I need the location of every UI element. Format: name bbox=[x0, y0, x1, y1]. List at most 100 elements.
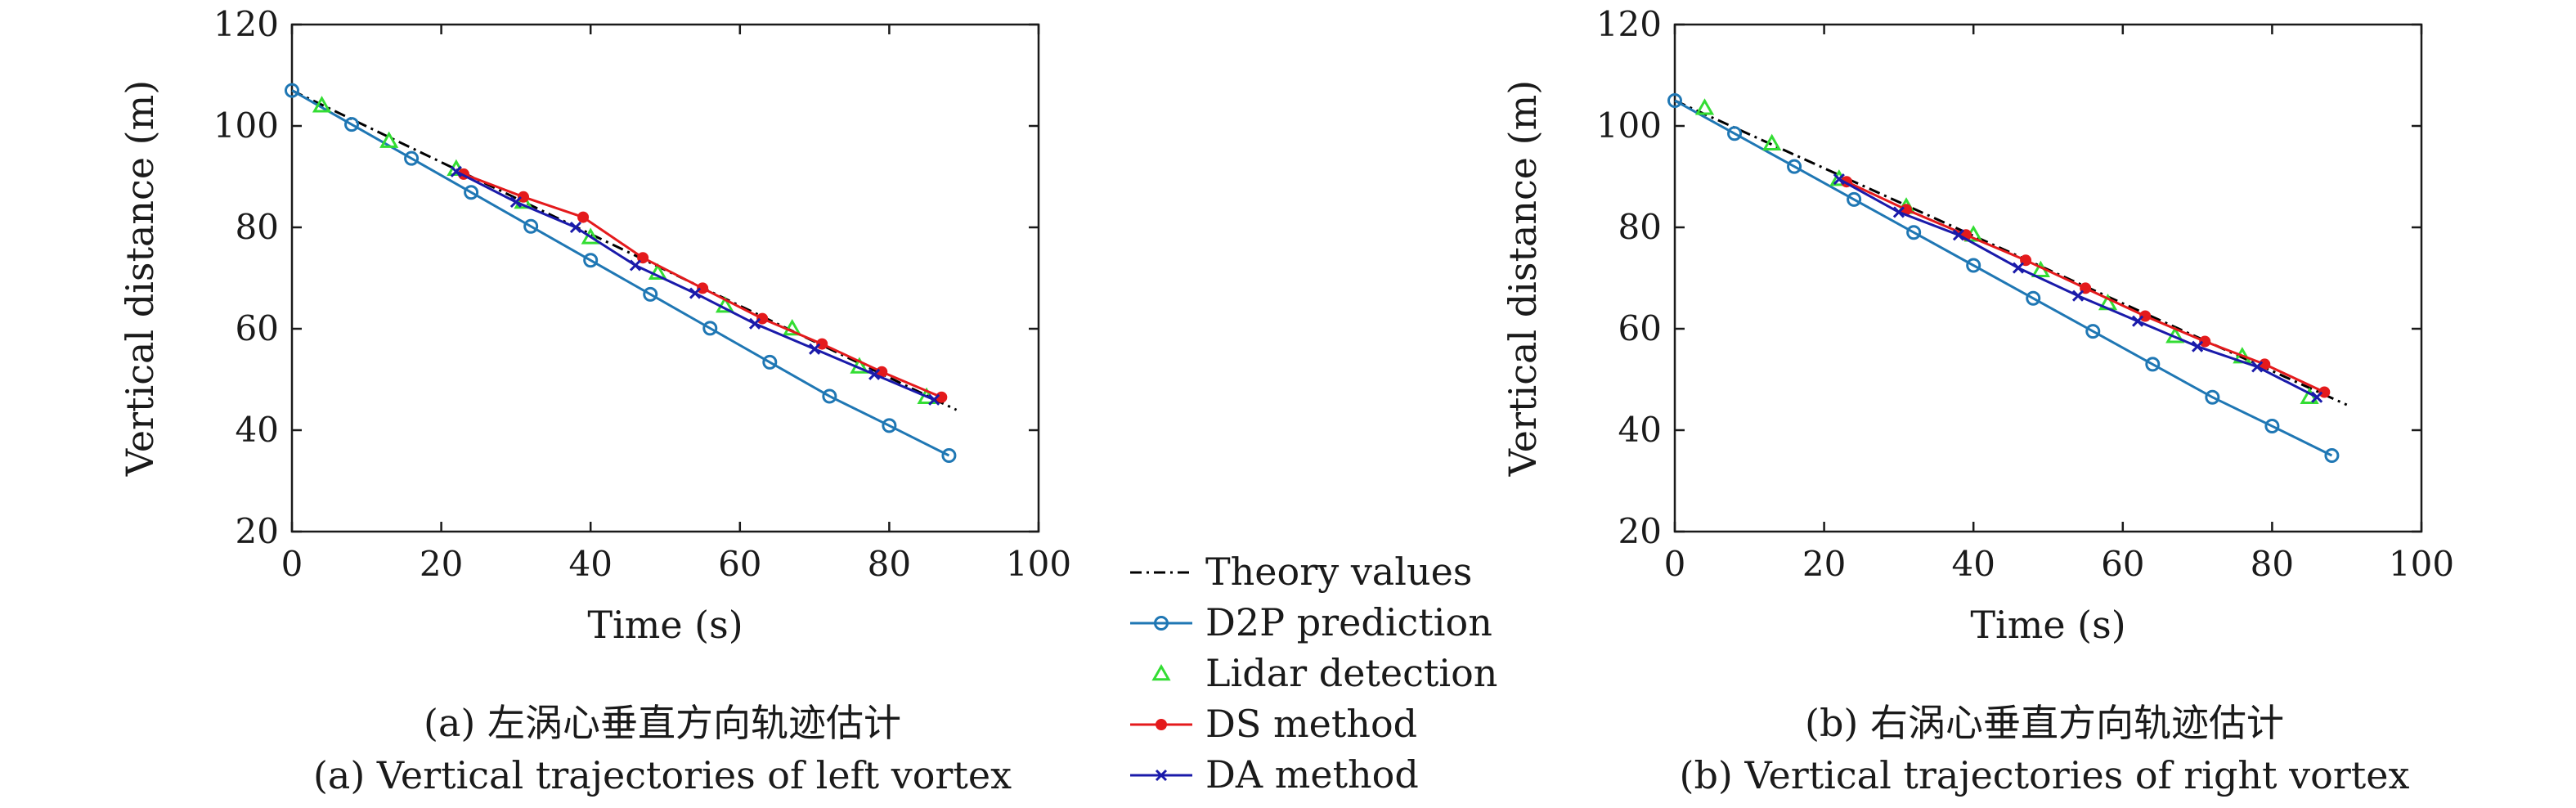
data-point-da-method bbox=[1833, 173, 1845, 186]
y-tick-label: 100 bbox=[1596, 105, 1662, 146]
data-point-d2p-prediction bbox=[941, 448, 957, 463]
legend-entry-da-method: DA method bbox=[1130, 752, 1419, 797]
data-point-d2p-prediction bbox=[1787, 159, 1802, 174]
data-point-d2p-prediction bbox=[2145, 357, 2161, 372]
legend-swatch-marker bbox=[1155, 769, 1168, 782]
caption-a-cn: (a) 左涡心垂直方向轨迹估计 bbox=[424, 701, 901, 745]
data-point-da-method bbox=[2071, 290, 2085, 302]
data-point-d2p-prediction bbox=[2324, 448, 2340, 463]
data-point-da-method bbox=[629, 259, 642, 272]
data-point-d2p-prediction bbox=[285, 83, 299, 98]
legend-swatch-marker bbox=[1156, 719, 1167, 730]
y-axis-title: Vertical distance (m) bbox=[118, 80, 162, 477]
series-line-theory-values bbox=[291, 89, 958, 411]
data-point-d2p-prediction bbox=[523, 218, 539, 234]
data-point-da-method bbox=[2311, 391, 2323, 403]
data-point-d2p-prediction bbox=[2026, 290, 2041, 306]
data-point-ds-method bbox=[518, 191, 530, 203]
x-tick-label: 100 bbox=[2389, 544, 2454, 584]
legend-label: DA method bbox=[1205, 752, 1419, 797]
data-point-lidar-detection bbox=[648, 263, 667, 281]
data-point-da-method bbox=[809, 343, 821, 355]
y-tick-label: 20 bbox=[1618, 511, 1662, 551]
y-tick-label: 100 bbox=[213, 105, 279, 146]
data-point-da-method bbox=[868, 368, 881, 380]
data-point-d2p-prediction bbox=[762, 354, 778, 370]
data-point-ds-method bbox=[2318, 386, 2331, 398]
legend-entry-d2p-prediction: D2P prediction bbox=[1130, 600, 1492, 644]
data-point-ds-method bbox=[697, 282, 709, 294]
x-axis-title: Time (s) bbox=[587, 603, 743, 647]
series-d2p-prediction bbox=[285, 83, 957, 463]
series-ds-method bbox=[457, 168, 948, 403]
series-theory-values bbox=[1674, 99, 2348, 406]
data-point-lidar-detection bbox=[581, 227, 600, 245]
data-point-d2p-prediction bbox=[2264, 419, 2280, 434]
x-tick-label: 0 bbox=[281, 544, 303, 584]
y-tick-label: 60 bbox=[236, 308, 279, 348]
data-point-d2p-prediction bbox=[1966, 258, 1981, 273]
data-point-d2p-prediction bbox=[1727, 126, 1743, 141]
x-tick-label: 20 bbox=[1802, 544, 1846, 584]
x-tick-label: 40 bbox=[1951, 544, 1995, 584]
data-point-d2p-prediction bbox=[1906, 225, 1922, 240]
data-point-lidar-detection bbox=[312, 96, 332, 113]
series-d2p-prediction bbox=[1667, 93, 2340, 463]
data-point-da-method bbox=[569, 221, 582, 234]
data-point-da-method bbox=[2012, 262, 2025, 274]
series-ds-method bbox=[1840, 176, 2331, 398]
y-tick-label: 60 bbox=[1618, 308, 1662, 348]
data-point-d2p-prediction bbox=[643, 286, 658, 302]
data-point-ds-method bbox=[756, 312, 769, 325]
legend-label: Lidar detection bbox=[1205, 651, 1497, 695]
x-tick-label: 60 bbox=[2101, 544, 2144, 584]
data-point-da-method bbox=[748, 317, 761, 330]
data-point-d2p-prediction bbox=[822, 388, 837, 404]
legend-label: DS method bbox=[1205, 702, 1417, 746]
data-point-lidar-detection bbox=[379, 131, 399, 148]
data-point-da-method bbox=[450, 165, 462, 177]
x-axis-title: Time (s) bbox=[1970, 603, 2125, 647]
data-point-ds-method bbox=[2139, 310, 2152, 322]
legend-entry-lidar-detection: Lidar detection bbox=[1151, 651, 1497, 695]
caption-b-en: (b) Vertical trajectories of right vorte… bbox=[1680, 753, 2410, 797]
data-point-d2p-prediction bbox=[882, 418, 897, 433]
data-point-da-method bbox=[928, 393, 940, 406]
data-point-ds-method bbox=[2199, 335, 2211, 348]
data-point-ds-method bbox=[816, 338, 828, 350]
y-tick-label: 80 bbox=[1618, 207, 1662, 247]
data-point-d2p-prediction bbox=[1667, 93, 1682, 108]
series-da-method bbox=[1833, 173, 2323, 403]
y-tick-label: 40 bbox=[236, 410, 279, 450]
caption-b-cn: (b) 右涡心垂直方向轨迹估计 bbox=[1805, 701, 2284, 745]
series-line-d2p-prediction bbox=[291, 89, 950, 457]
x-tick-label: 0 bbox=[1664, 544, 1686, 584]
y-tick-label: 80 bbox=[236, 207, 279, 247]
caption-a-en: (a) Vertical trajectories of left vortex bbox=[313, 753, 1012, 797]
x-tick-label: 40 bbox=[568, 544, 612, 584]
data-point-d2p-prediction bbox=[2085, 324, 2101, 339]
data-point-da-method bbox=[1952, 229, 1965, 241]
data-point-da-method bbox=[2131, 315, 2144, 327]
data-point-da-method bbox=[689, 287, 702, 299]
data-point-d2p-prediction bbox=[583, 253, 599, 268]
series-theory-values bbox=[291, 89, 958, 411]
y-tick-label: 120 bbox=[1596, 4, 1662, 44]
data-point-d2p-prediction bbox=[464, 185, 479, 200]
series-da-method bbox=[450, 165, 940, 406]
legend-swatch-marker bbox=[1151, 663, 1171, 681]
plot-frame bbox=[290, 23, 1040, 533]
y-tick-label: 20 bbox=[236, 511, 279, 551]
plot-frame bbox=[1673, 23, 2423, 533]
data-point-ds-method bbox=[577, 211, 590, 223]
y-tick-label: 120 bbox=[213, 4, 279, 44]
data-point-d2p-prediction bbox=[702, 321, 718, 336]
series-line-theory-values bbox=[1674, 99, 2348, 406]
legend-swatch-marker bbox=[1154, 616, 1169, 631]
x-tick-label: 60 bbox=[718, 544, 761, 584]
data-point-lidar-detection bbox=[715, 296, 735, 313]
series-lidar-detection bbox=[312, 96, 936, 404]
legend-label: D2P prediction bbox=[1205, 600, 1492, 644]
